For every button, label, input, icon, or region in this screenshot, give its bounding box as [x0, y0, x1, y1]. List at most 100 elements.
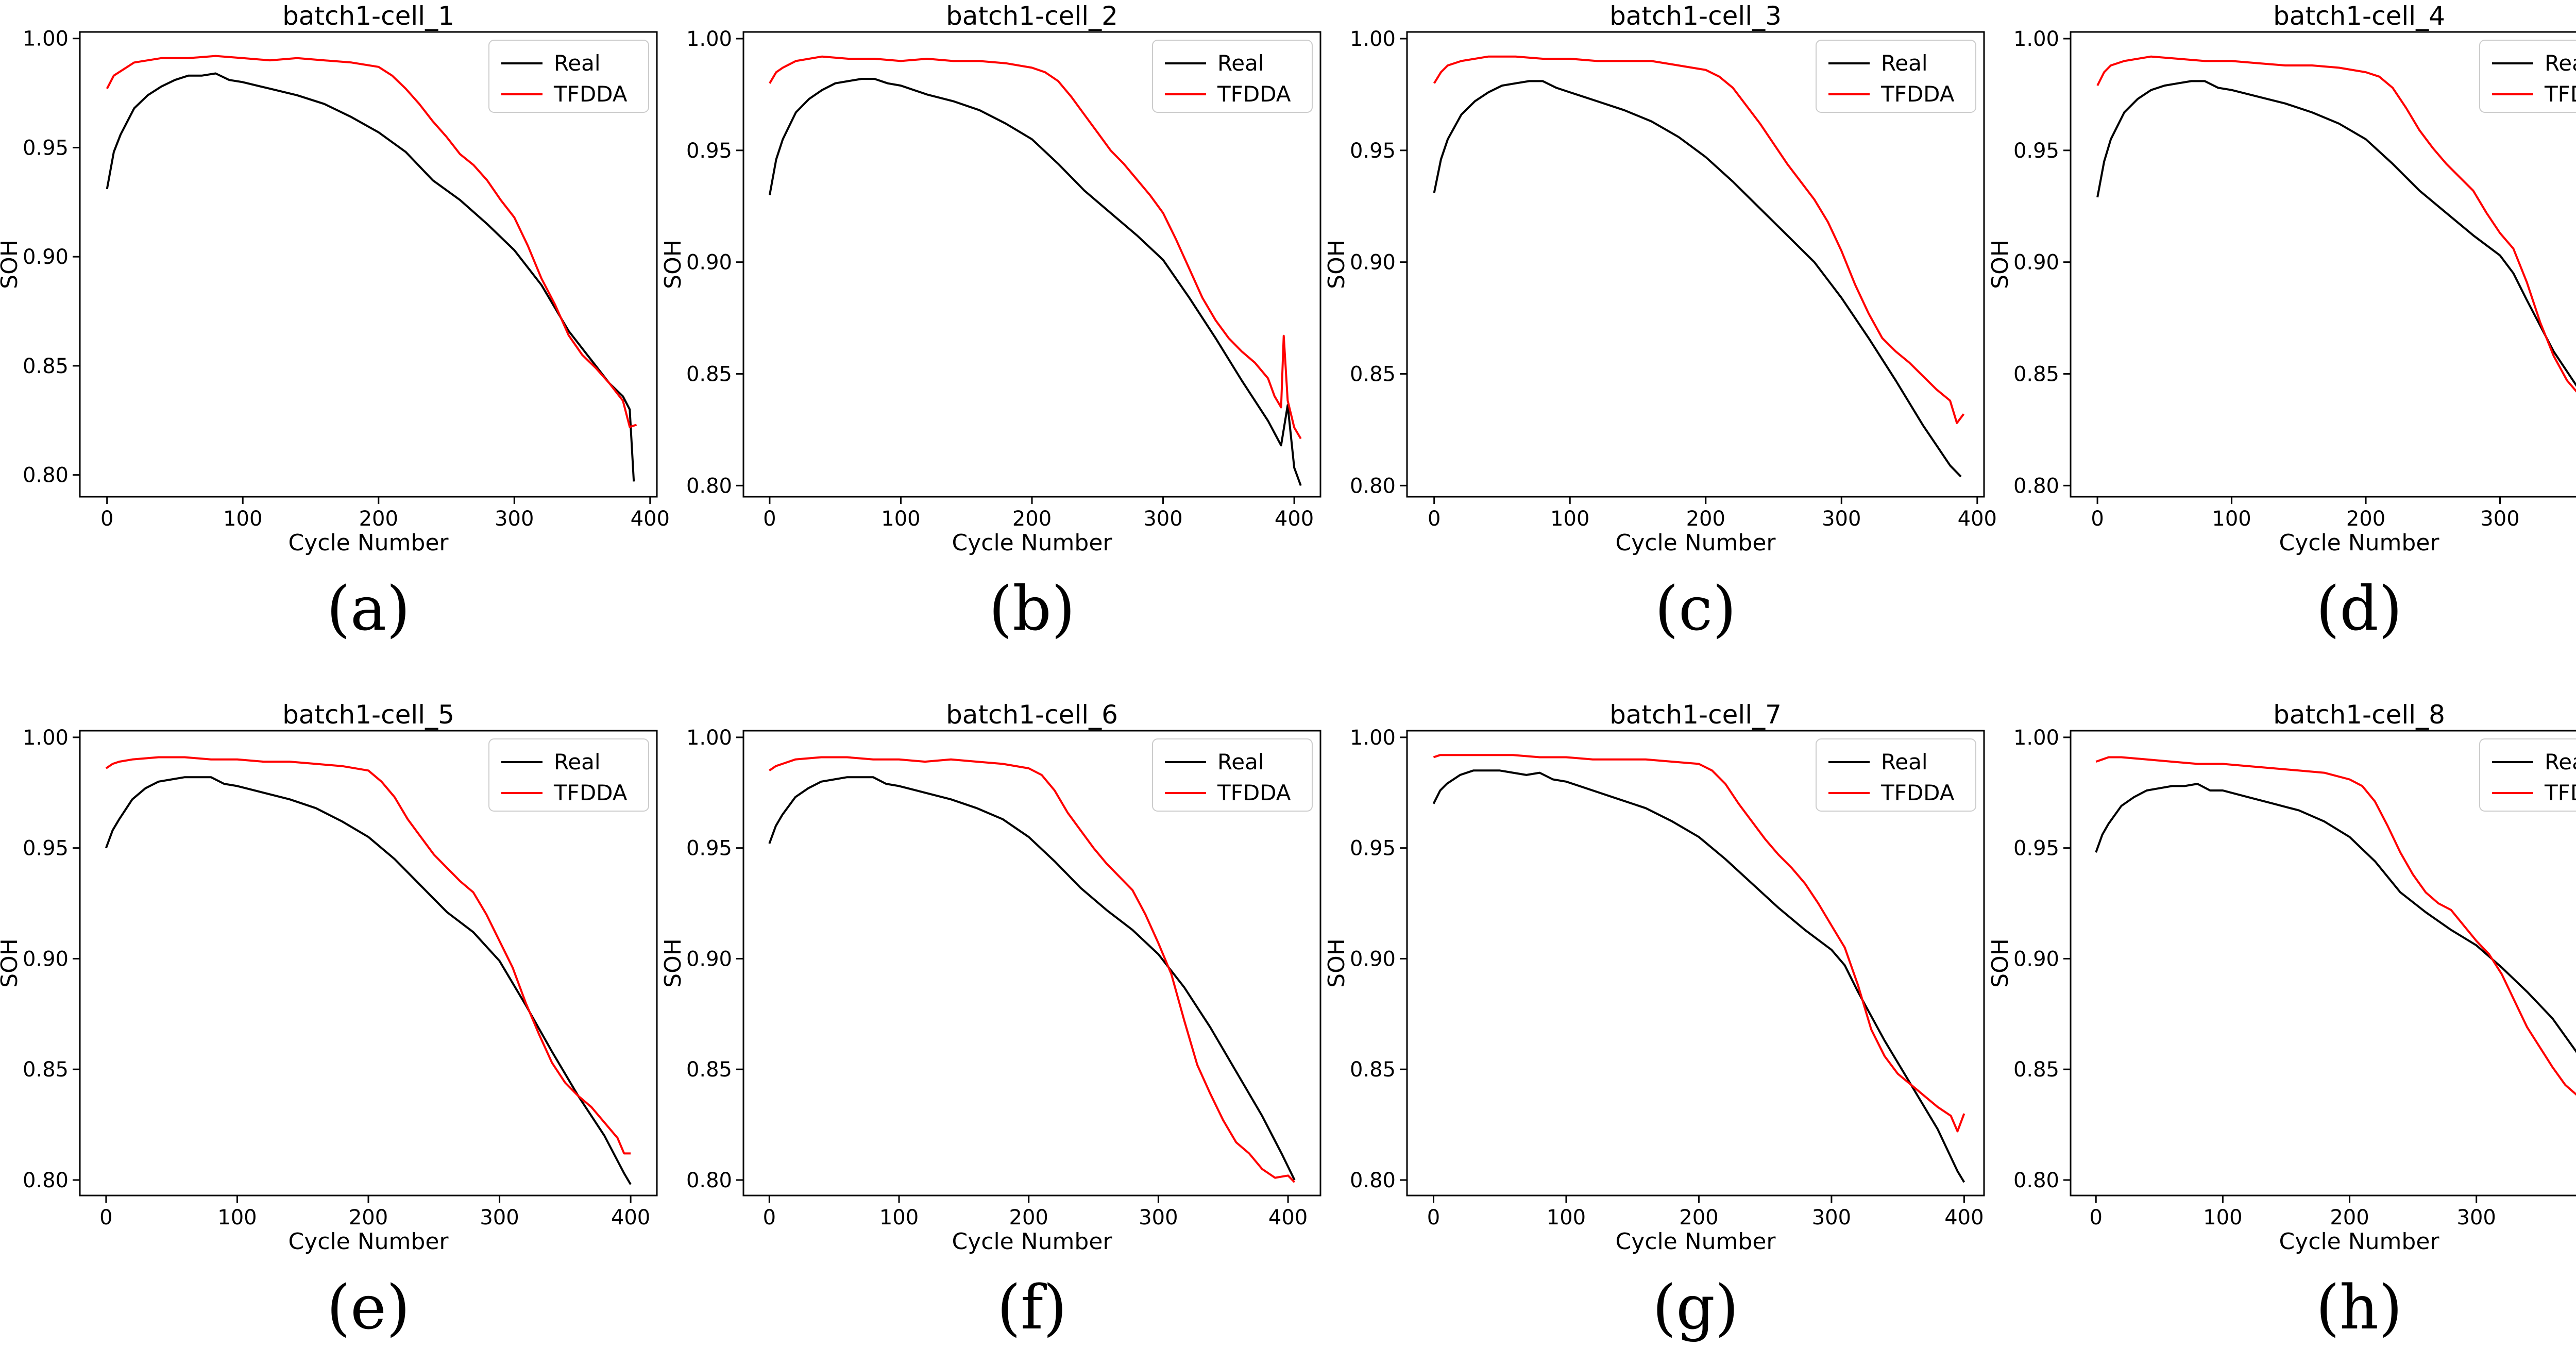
legend: Real TFDDA [1816, 738, 1976, 812]
y-axis-label: SOH [660, 938, 686, 988]
y-tick-label: 0.90 [686, 947, 732, 971]
chart-title: batch1-cell_3 [1609, 1, 1782, 31]
x-tick-label: 200 [349, 1206, 388, 1230]
panel-caption: (e) [327, 1272, 410, 1343]
series-line-real [1432, 769, 1965, 1183]
x-tick-label: 300 [2457, 1206, 2496, 1230]
x-tick-label: 100 [881, 507, 920, 531]
x-tick-label: 100 [2212, 507, 2251, 531]
y-tick-label: 0.95 [2013, 139, 2059, 163]
y-tick-label: 0.90 [2013, 947, 2059, 971]
y-axis-label: SOH [1324, 240, 1350, 289]
y-tick-label: 0.90 [1350, 947, 1396, 971]
y-tick-label: 0.80 [23, 464, 69, 487]
x-tick-label: 200 [1012, 507, 1052, 531]
chart-panel: batch1-cell_6 0 100 200 300 400 0.80 0.85 0.90 0.… [660, 700, 1321, 1343]
legend-label: TFDDA [1217, 81, 1291, 107]
legend-label: TFDDA [1880, 780, 1955, 805]
x-tick-label: 100 [1550, 507, 1589, 531]
series-line-tfdda [1433, 55, 1965, 424]
chart-title: batch1-cell_7 [1609, 700, 1782, 730]
x-tick-label: 0 [2091, 507, 2104, 531]
y-tick-label: 0.80 [1350, 474, 1396, 498]
panel-caption: (a) [327, 573, 410, 644]
chart-panel: batch1-cell_1 0 100 200 300 400 0.80 0.85 0.90 0.… [0, 1, 670, 644]
plot-frame [2070, 31, 2576, 498]
y-tick-label: 0.90 [23, 245, 69, 269]
y-tick-label: 0.85 [1350, 1058, 1396, 1082]
y-tick-label: 0.80 [686, 474, 732, 498]
x-tick-label: 300 [1822, 507, 1861, 531]
y-tick-label: 0.95 [1350, 139, 1396, 163]
series-line-tfdda [1433, 754, 1965, 1133]
series-line-real [1433, 80, 1962, 478]
panel-caption: (h) [2316, 1272, 2402, 1343]
y-axis-label: SOH [0, 938, 23, 988]
y-tick-label: 0.80 [1350, 1169, 1396, 1192]
x-tick-label: 300 [480, 1206, 519, 1230]
chart-panel: batch1-cell_401002003004000.800.850.900.… [1987, 1, 2576, 644]
legend-label: Real [1217, 50, 1264, 76]
x-tick-label: 300 [2480, 507, 2519, 531]
chart-panel: batch1-cell_801002003004000.800.850.900.… [1987, 700, 2576, 1343]
series-line-real [2095, 783, 2576, 1053]
plot-frame [1406, 31, 1985, 498]
y-tick-label: 0.85 [686, 362, 732, 386]
panel-caption: (g) [1652, 1272, 1739, 1343]
y-tick-label: 0.95 [23, 837, 69, 861]
series-line-real [768, 776, 1296, 1181]
x-tick-label: 200 [2346, 507, 2385, 531]
plot-frame [742, 730, 1321, 1197]
x-tick-label: 200 [1679, 1206, 1718, 1230]
y-tick-label: 1.00 [2013, 27, 2059, 51]
plot-frame [79, 31, 658, 498]
y-tick-label: 1.00 [23, 726, 69, 750]
legend: Real TFDDA [488, 738, 649, 812]
plot-frame [1406, 730, 1985, 1197]
y-tick-label: 0.85 [2013, 362, 2059, 386]
chart-title: batch1-cell_5 [282, 700, 454, 730]
x-tick-label: 0 [100, 507, 113, 531]
y-tick-label: 0.95 [686, 837, 732, 861]
series-line-real [106, 72, 635, 482]
y-tick-label: 0.80 [23, 1169, 69, 1192]
y-axis-label: SOH [0, 240, 23, 289]
x-tick-label: 0 [763, 507, 776, 531]
x-axis-label: Cycle Number [952, 530, 1113, 556]
legend: Real TFDDA [488, 40, 649, 113]
x-tick-label: 100 [223, 507, 262, 531]
x-tick-label: 400 [631, 507, 670, 531]
x-tick-label: 100 [1547, 1206, 1586, 1230]
chart-panel: batch1-cell_2 0 100 200 300 400 0.80 0.85 0.90 0.… [660, 1, 1321, 644]
y-tick-label: 0.85 [23, 1058, 69, 1082]
legend-label: Real [1217, 749, 1264, 774]
x-tick-label: 0 [1428, 507, 1440, 531]
y-tick-label: 1.00 [2013, 726, 2059, 750]
x-axis-label: Cycle Number [2279, 530, 2440, 556]
legend-label: Real [1881, 749, 1928, 774]
chart-panel: batch1-cell_5 0 100 200 300 400 0.80 0.85 0.90 0.… [0, 700, 658, 1343]
series-line-real [768, 78, 1302, 486]
y-tick-label: 1.00 [1350, 27, 1396, 51]
y-tick-label: 1.00 [686, 726, 732, 750]
x-tick-label: 300 [1139, 1206, 1178, 1230]
y-tick-label: 0.95 [686, 139, 732, 163]
y-tick-label: 0.95 [23, 136, 69, 160]
x-tick-label: 400 [1268, 1206, 1308, 1230]
x-axis-label: Cycle Number [2279, 1228, 2440, 1255]
legend-label: Real [1881, 50, 1928, 76]
y-tick-label: 0.90 [2013, 251, 2059, 275]
y-tick-label: 0.85 [1350, 362, 1396, 386]
legend-label: TFDDA [553, 81, 628, 107]
y-axis-label: SOH [1324, 938, 1350, 988]
x-tick-label: 200 [2330, 1206, 2369, 1230]
legend-label: Real [2545, 50, 2576, 76]
chart-title: batch1-cell_2 [946, 1, 1118, 31]
x-tick-label: 100 [217, 1206, 257, 1230]
chart-panel: batch1-cell_7 0 100 200 300 400 0.80 0.85 0.90 0.… [1324, 700, 1985, 1343]
y-axis-label: SOH [1987, 938, 2013, 988]
y-tick-label: 1.00 [23, 27, 69, 51]
legend-label: TFDDA [553, 780, 628, 805]
